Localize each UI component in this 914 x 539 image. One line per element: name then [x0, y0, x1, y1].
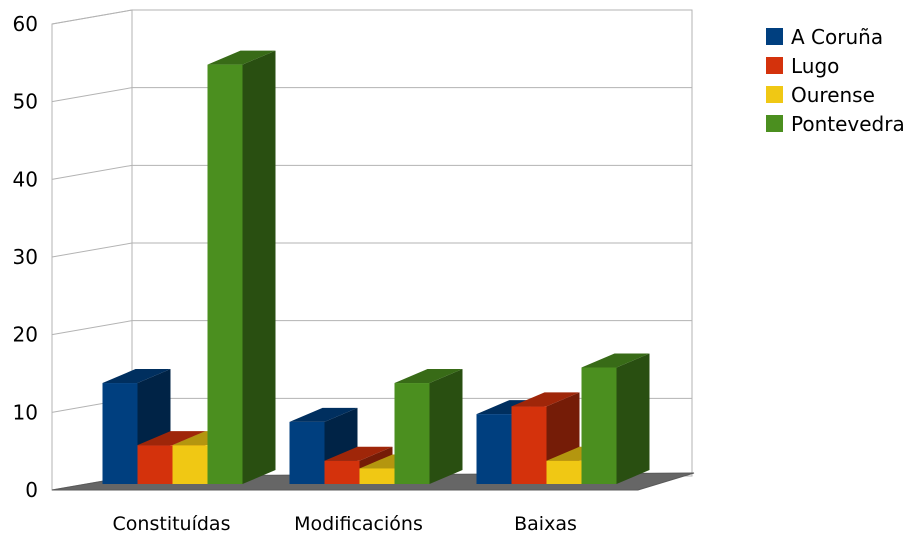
bar-top: [324, 446, 393, 461]
bar-front: [394, 383, 430, 484]
bar-front: [172, 445, 208, 484]
legend-label: Lugo: [791, 54, 839, 78]
bar-top: [137, 431, 206, 446]
x-category-label: Constituídas: [113, 513, 231, 535]
bar-top: [511, 392, 580, 407]
bar-front: [546, 460, 582, 484]
bar-side: [429, 369, 463, 484]
legend-swatch: [766, 28, 783, 45]
y-tick-label: 30: [13, 245, 38, 269]
bar-top: [102, 369, 171, 384]
bar: [207, 50, 276, 484]
bar-front: [289, 421, 325, 484]
x-category-label: Modificacións: [294, 513, 423, 535]
bar-top: [394, 369, 463, 384]
y-tick-label: 10: [13, 400, 38, 424]
bar: [581, 353, 650, 484]
y-tick-label: 40: [13, 167, 38, 191]
bar-top: [289, 407, 358, 422]
gridline-side: [51, 9, 133, 25]
y-tick-label: 50: [13, 90, 38, 114]
bar-front: [359, 468, 395, 484]
bar-front: [581, 367, 617, 484]
legend-swatch: [766, 86, 783, 103]
bar-front: [511, 406, 547, 484]
bar-front: [207, 64, 243, 484]
y-axis-ticks: 0 10 20 30 40 50 60: [13, 12, 38, 502]
bar: [394, 369, 463, 484]
bar-front: [102, 383, 138, 484]
bar: [102, 369, 171, 484]
gridline-side: [51, 320, 133, 336]
bar-front: [137, 445, 173, 484]
bar-top: [207, 50, 276, 65]
gridline-side: [51, 164, 133, 180]
y-tick-label: 60: [13, 12, 38, 36]
legend: A Coruña Lugo Ourense Pontevedra: [766, 25, 905, 136]
bar-side: [242, 50, 276, 484]
bar-side: [616, 353, 650, 484]
gridline-side: [51, 242, 133, 258]
y-tick-label: 20: [13, 323, 38, 347]
legend-swatch: [766, 115, 783, 132]
x-axis-categories: Constituídas Modificacións Baixas: [113, 513, 577, 535]
legend-label: A Coruña: [791, 25, 883, 49]
bars: [102, 50, 650, 484]
y-tick-label: 0: [25, 478, 38, 502]
bar-top: [581, 353, 650, 368]
gridline-side: [51, 87, 133, 103]
x-category-label: Baixas: [514, 513, 577, 535]
bar-front: [476, 414, 512, 484]
legend-label: Ourense: [791, 83, 875, 107]
legend-swatch: [766, 57, 783, 74]
legend-label: Pontevedra: [791, 112, 905, 136]
bar-front: [324, 460, 360, 484]
